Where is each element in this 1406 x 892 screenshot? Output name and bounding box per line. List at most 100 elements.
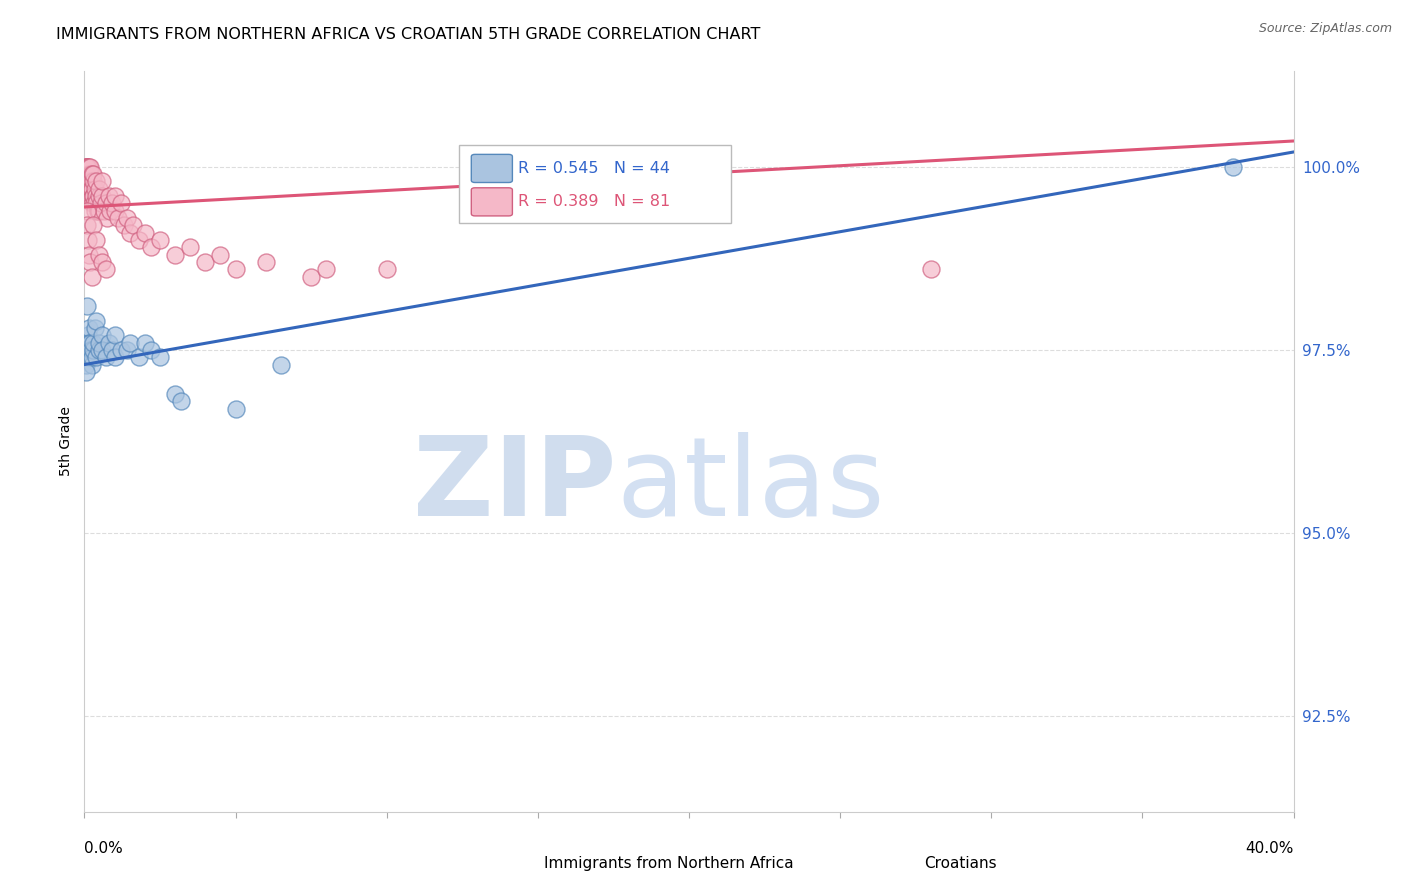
Point [76,203,98,218]
Point [79,181,101,195]
Point [118,335,141,350]
Point [89,335,111,350]
Point [194,255,217,269]
Text: atlas: atlas [616,433,884,540]
Point [91,255,114,269]
Point [83,196,105,211]
Point [75,160,97,174]
Point [139,240,162,254]
FancyBboxPatch shape [882,849,921,878]
Point [77,328,100,343]
Point [80,343,103,357]
Point [80,350,103,364]
Point [98,203,121,218]
Point [77,335,100,350]
Point [678,203,700,218]
Point [149,350,172,364]
FancyBboxPatch shape [460,145,731,223]
Point [80,181,103,195]
Point [209,247,232,261]
Point [75,160,97,174]
Point [89,247,111,261]
Point [76,174,98,188]
Point [94,262,117,277]
Point [149,233,172,247]
Point [79,335,101,350]
Point [94,196,117,211]
Point [77,160,100,174]
Text: Croatians: Croatians [924,856,997,871]
Point [76,167,98,181]
Point [80,181,103,195]
Point [76,160,98,174]
Point [225,262,247,277]
Point [97,189,120,203]
Point [86,350,108,364]
Point [79,343,101,357]
Point [87,203,110,218]
Point [80,358,103,372]
Point [84,321,107,335]
Point [920,262,942,277]
Point [75,350,97,364]
Text: R = 0.389   N = 81: R = 0.389 N = 81 [519,194,671,210]
Point [86,233,108,247]
Point [100,343,122,357]
Point [165,247,187,261]
Point [89,181,111,195]
Point [179,240,201,254]
Point [225,401,247,416]
Y-axis label: 5th Grade: 5th Grade [59,407,73,476]
Point [76,335,98,350]
Point [82,219,104,233]
Point [91,174,114,188]
Point [115,343,138,357]
FancyBboxPatch shape [471,188,512,216]
Text: 40.0%: 40.0% [1246,841,1294,856]
Point [82,167,104,181]
Point [94,350,117,364]
Point [76,219,98,233]
Point [77,167,100,181]
Text: 0.0%: 0.0% [84,841,124,856]
Point [77,174,100,188]
Point [1222,160,1244,174]
Point [84,203,107,218]
Point [82,189,104,203]
Point [75,365,97,379]
Point [96,211,118,225]
Point [84,189,107,203]
Point [104,350,127,364]
Point [76,343,98,357]
Point [77,189,100,203]
Point [139,343,162,357]
Point [80,269,103,284]
Point [75,167,97,181]
Point [134,226,156,240]
Point [79,174,101,188]
Point [90,196,112,211]
Point [91,343,114,357]
FancyBboxPatch shape [471,154,512,183]
Point [75,343,97,357]
Point [82,189,104,203]
Point [84,181,107,195]
Point [76,343,98,357]
Text: ZIP: ZIP [413,433,616,540]
Point [75,358,97,372]
Text: R = 0.545   N = 44: R = 0.545 N = 44 [519,161,671,176]
Point [128,233,150,247]
Point [97,335,120,350]
Point [315,262,337,277]
Point [110,196,132,211]
Point [115,211,138,225]
Point [107,211,129,225]
Point [77,247,100,261]
Point [128,350,150,364]
Point [110,343,132,357]
Point [91,328,114,343]
Point [134,335,156,350]
Point [170,394,193,409]
Point [104,203,127,218]
Point [299,269,322,284]
